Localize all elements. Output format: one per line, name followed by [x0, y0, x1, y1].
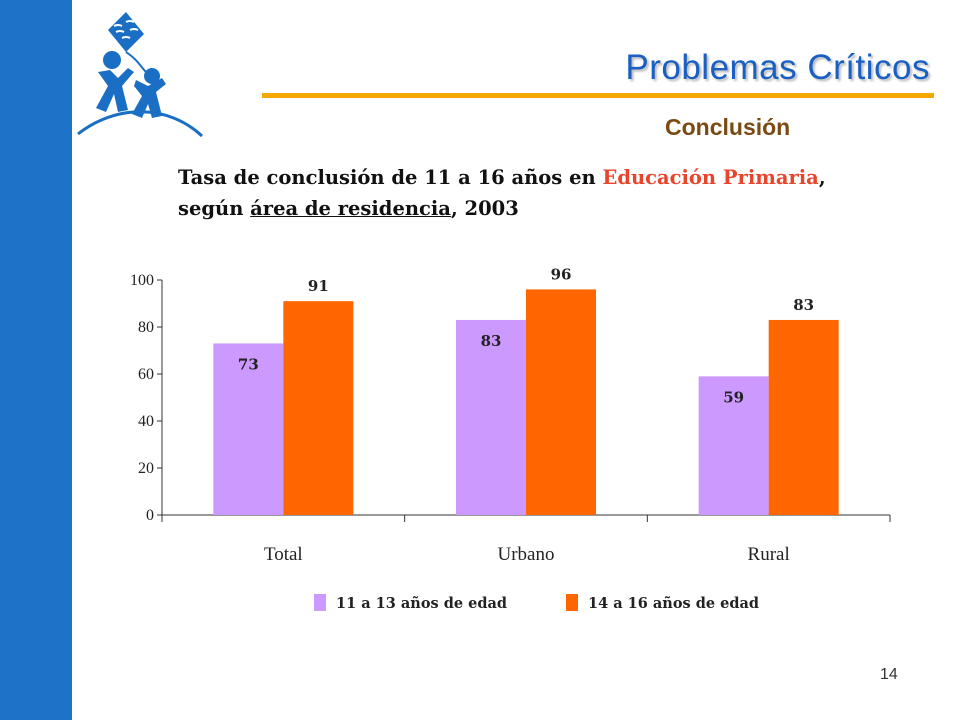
horizon-arc: [77, 110, 204, 138]
bar-value-label: 83: [481, 332, 502, 350]
heading-text-part4: , 2003: [450, 197, 519, 220]
bar-series-2: [283, 301, 354, 515]
bar-series-2: [768, 319, 839, 515]
legend-label-series-2: 14 a 16 años de edad: [588, 595, 760, 612]
legend-swatch-series-2: [566, 594, 578, 611]
heading-text-part1: Tasa de conclusión de 11 a 16 años en: [178, 166, 603, 189]
bar-value-label: 83: [793, 296, 814, 314]
heading-text-part3: según: [178, 197, 251, 220]
legend-swatch-series-1: [314, 594, 326, 611]
page-number: 14: [880, 666, 898, 683]
organization-logo: [77, 12, 204, 138]
heading-highlight: Educación Primaria: [602, 166, 819, 189]
bar-series-2: [526, 289, 596, 515]
children-figures-icon: [96, 51, 166, 118]
y-tick-label: 40: [138, 413, 154, 430]
y-tick-label: 20: [138, 460, 154, 477]
x-category-label: Rural: [748, 544, 790, 565]
y-tick-label: 0: [146, 507, 154, 524]
bar-series-1: [213, 343, 284, 515]
y-tick-label: 100: [130, 272, 154, 289]
slide-subtitle: Conclusión: [665, 114, 791, 140]
bar-value-label: 91: [308, 277, 329, 295]
bar-value-label: 96: [551, 265, 572, 283]
y-tick-label: 60: [138, 366, 154, 383]
sidebar-band: [0, 0, 72, 720]
bar-series-1: [698, 376, 769, 515]
x-category-label: Urbano: [498, 544, 555, 565]
heading-underlined: área de residencia: [250, 197, 451, 220]
bar-value-label: 73: [238, 355, 259, 373]
legend-item-series-1: 11 a 13 años de edad: [314, 594, 507, 612]
bar-series-1: [456, 319, 526, 515]
title-underline-rule: [262, 93, 934, 98]
chart-heading: Tasa de conclusión de 11 a 16 años en Ed…: [178, 162, 898, 224]
bar-value-label: 59: [723, 388, 744, 406]
kite-icon: [108, 12, 147, 73]
y-tick-label: 80: [138, 319, 154, 336]
heading-text-part2: ,: [818, 166, 826, 189]
legend-label-series-1: 11 a 13 años de edad: [336, 595, 508, 612]
bar-chart: 0 20 40 60 80 100 Total 73 91 Urbano 83 96 Rural 59 83: [130, 265, 891, 565]
x-category-label: Total: [264, 544, 303, 565]
slide-title: Problemas Críticos: [625, 48, 930, 87]
legend-item-series-2: 14 a 16 años de edad: [566, 594, 759, 612]
